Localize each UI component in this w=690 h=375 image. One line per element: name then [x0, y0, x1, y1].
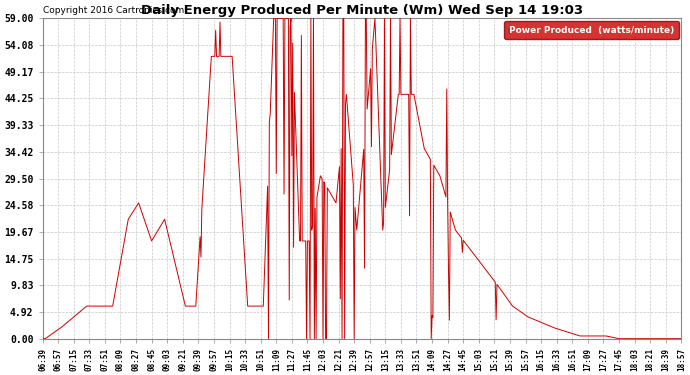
Legend: Power Produced  (watts/minute): Power Produced (watts/minute) [504, 21, 679, 39]
Title: Daily Energy Produced Per Minute (Wm) Wed Sep 14 19:03: Daily Energy Produced Per Minute (Wm) We… [141, 4, 583, 17]
Text: Copyright 2016 Cartronics.com: Copyright 2016 Cartronics.com [43, 6, 184, 15]
